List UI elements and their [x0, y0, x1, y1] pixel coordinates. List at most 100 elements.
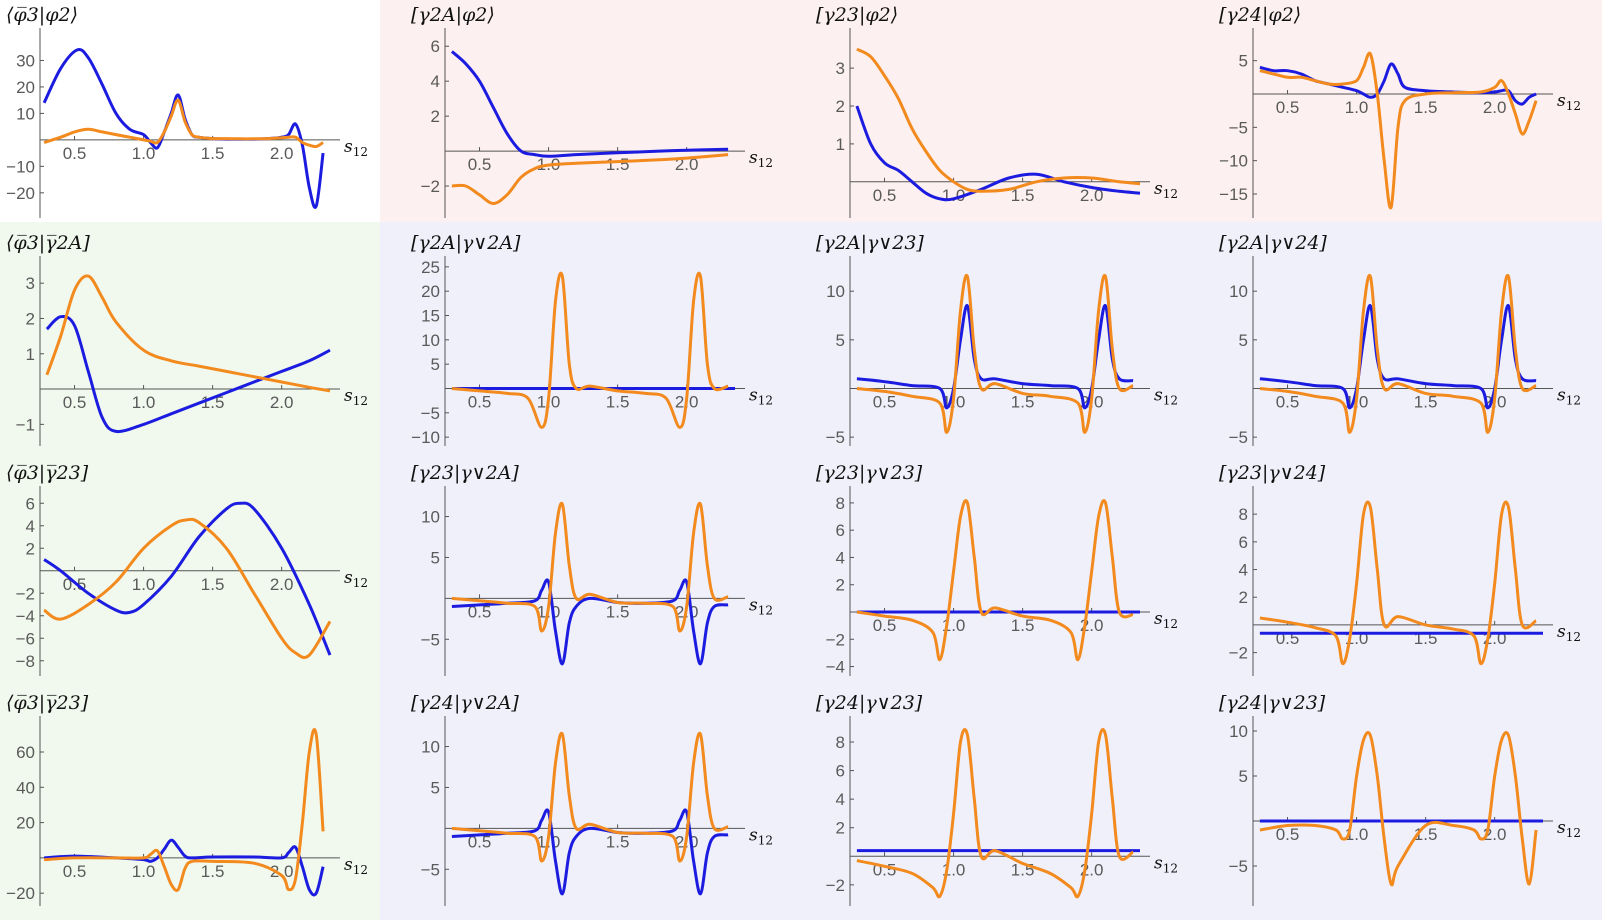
y-tick-label: 10: [16, 104, 35, 123]
x-axis-label: s12: [344, 386, 368, 408]
series-blue-line: [856, 304, 1134, 410]
y-tick-label: 3: [26, 274, 35, 293]
y-tick-label: 60: [16, 743, 35, 762]
series-orange-line: [43, 98, 324, 149]
y-tick-label: 5: [431, 778, 440, 797]
x-tick-label: 0.5: [468, 155, 492, 174]
x-tick-label: 1.5: [606, 392, 630, 411]
x-tick-label: 1.0: [132, 393, 156, 412]
x-tick-label: 0.5: [873, 392, 897, 411]
y-tick-label: −2: [1229, 644, 1248, 663]
y-tick-label: 8: [836, 733, 845, 752]
x-axis-label: s12: [1557, 91, 1581, 113]
x-tick-label: 2.0: [270, 144, 294, 163]
chart-title: [γ24|φ2⟩: [1219, 4, 1302, 26]
y-tick-label: −20: [6, 884, 35, 903]
x-tick-label: 0.5: [1276, 98, 1300, 117]
series-orange-line: [45, 274, 331, 393]
x-tick-label: 0.5: [1276, 825, 1300, 844]
series-orange-line: [451, 731, 729, 863]
y-tick-label: 20: [16, 814, 35, 833]
y-tick-label: 4: [1239, 561, 1248, 580]
chart-svg: 0.5 1.0 1.5 2.0 −20 20 40 60 s12: [6, 716, 368, 906]
chart-panel-13: ⟨φ̅3|γ̅23] 0.5 1.0 1.5 2.0 −20 20 40 60 s12: [0, 688, 400, 918]
y-tick-label: −5: [1229, 428, 1248, 447]
y-tick-label: 10: [421, 331, 440, 350]
x-tick-label: 1.5: [606, 155, 630, 174]
y-tick-label: 4: [836, 548, 845, 567]
y-tick-label: 20: [16, 78, 35, 97]
y-tick-label: −20: [6, 184, 35, 203]
y-tick-label: −2: [421, 177, 440, 196]
y-tick-label: 10: [421, 508, 440, 527]
y-tick-label: 2: [1239, 588, 1248, 607]
x-tick-label: 2.0: [1080, 186, 1104, 205]
x-tick-label: 1.5: [201, 144, 225, 163]
y-tick-label: 2: [836, 97, 845, 116]
y-tick-label: −15: [1219, 185, 1248, 204]
x-tick-label: 1.5: [606, 832, 630, 851]
y-tick-label: 1: [836, 135, 845, 154]
x-tick-label: 0.5: [63, 144, 87, 163]
series-orange-line: [1259, 731, 1538, 887]
y-tick-label: 40: [16, 778, 35, 797]
chart-svg: 0.5 1.0 1.5 2.0 −15 −10 −5 5 s12: [1219, 28, 1581, 218]
chart-panel-2: [γ2A|φ2⟩ 0.5 1.0 1.5 2.0 −2 2 4 6 s12: [405, 0, 805, 230]
x-tick-label: 0.5: [468, 392, 492, 411]
x-tick-label: 0.5: [468, 832, 492, 851]
chart-title: [γ24|γ∨23]: [1219, 692, 1326, 714]
x-axis-label: s12: [1557, 818, 1581, 840]
y-tick-label: 4: [26, 517, 35, 536]
y-tick-label: −1: [16, 415, 35, 434]
y-tick-label: 6: [1239, 533, 1248, 552]
series-orange-line: [44, 727, 325, 892]
y-tick-label: −5: [421, 860, 440, 879]
y-tick-label: 15: [421, 307, 440, 326]
y-tick-label: 25: [421, 258, 440, 277]
series-blue-line: [1259, 304, 1537, 410]
chart-panel-8: [γ2A|γ∨24] 0.5 1.0 1.5 2.0 −5 5 10 s12: [1213, 228, 1602, 458]
series-orange-line: [451, 153, 729, 205]
x-tick-label: 1.5: [1011, 186, 1035, 205]
x-tick-label: 0.5: [63, 862, 87, 881]
y-tick-label: 2: [431, 107, 440, 126]
chart-title: [γ23|γ∨23]: [816, 462, 923, 484]
y-tick-label: −10: [1219, 152, 1248, 171]
x-axis-label: s12: [749, 825, 773, 847]
x-tick-label: 0.5: [1276, 392, 1300, 411]
series-orange-line: [451, 271, 729, 429]
x-axis-label: s12: [1154, 853, 1178, 875]
x-tick-label: 2.0: [270, 862, 294, 881]
x-tick-label: 1.5: [201, 862, 225, 881]
y-tick-label: 5: [1239, 767, 1248, 786]
chart-title: ⟨φ̅3|γ̅23]: [6, 462, 89, 484]
y-tick-label: 4: [836, 790, 845, 809]
x-axis-label: s12: [344, 568, 368, 590]
y-tick-label: 10: [1229, 282, 1248, 301]
y-tick-label: −4: [826, 658, 845, 677]
series-orange-line: [1259, 273, 1537, 434]
chart-panel-3: [γ23|φ2⟩ 0.5 1.0 1.5 2.0 1 2 3 s12: [810, 0, 1210, 230]
y-tick-label: −10: [411, 428, 440, 447]
chart-panel-10: [γ23|γ∨2A] 0.5 1.0 1.5 2.0 −5 5 10 s12: [405, 458, 805, 688]
y-tick-label: −4: [16, 607, 35, 626]
chart-panel-4: [γ24|φ2⟩ 0.5 1.0 1.5 2.0 −15 −10 −5 5 s12: [1213, 0, 1602, 230]
chart-panel-12: [γ23|γ∨24] 0.5 1.0 1.5 2.0 −2 2 4 6 8 s12: [1213, 458, 1602, 688]
y-tick-label: 6: [431, 37, 440, 56]
y-tick-label: 2: [836, 576, 845, 595]
series-blue-line: [450, 50, 729, 158]
x-axis-label: s12: [344, 855, 368, 877]
x-axis-label: s12: [1154, 609, 1178, 631]
chart-title: ⟨φ̅3|φ2⟩: [6, 4, 79, 26]
y-tick-label: 8: [836, 494, 845, 513]
series-orange-line: [856, 499, 1134, 662]
y-tick-label: 30: [16, 51, 35, 70]
x-axis-label: s12: [1154, 179, 1178, 201]
